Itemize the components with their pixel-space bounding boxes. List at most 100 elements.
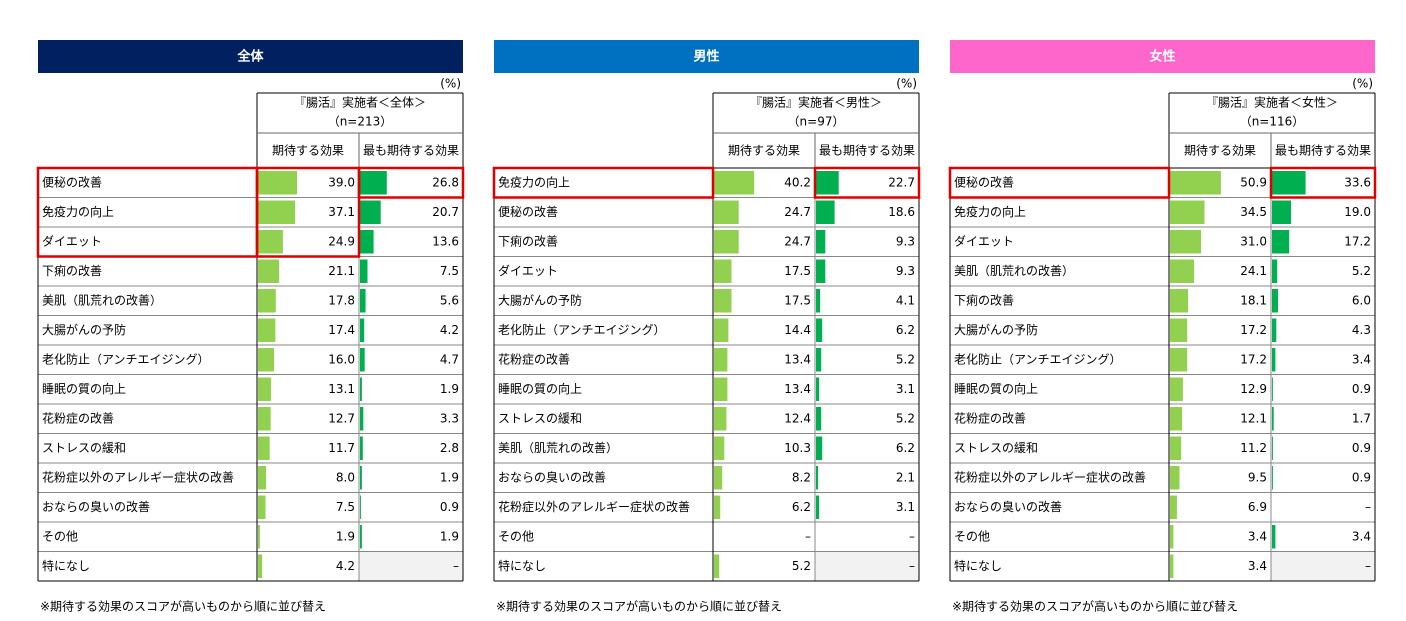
value-label: 4.2: [336, 559, 355, 573]
value-label: 8.2: [792, 470, 811, 484]
value-label: 5.2: [896, 411, 915, 425]
footnote: ※期待する効果のスコアが高いものから順に並び替え: [40, 599, 326, 614]
value-label: 7.5: [440, 264, 459, 278]
value-label: 5.6: [440, 293, 459, 307]
bar: [1170, 407, 1183, 431]
value-label: 9.3: [896, 264, 915, 278]
row-label: 免疫力の向上: [42, 204, 114, 219]
value-label: 19.0: [1344, 205, 1371, 219]
empty-cell: [359, 551, 463, 581]
header-text: （n=213）: [328, 115, 393, 129]
value-label: 0.9: [1352, 441, 1371, 455]
value-label: 6.2: [792, 500, 811, 514]
row-label: 花粉症以外のアレルギー症状の改善: [498, 499, 690, 514]
row-label: 美肌（肌荒れの改善）: [42, 292, 162, 307]
value-label: 0.9: [440, 500, 459, 514]
value-label: –: [1365, 559, 1371, 573]
value-label: 31.0: [1240, 234, 1267, 248]
row-label: 免疫力の向上: [954, 204, 1026, 219]
value-label: 3.4: [1248, 529, 1267, 543]
unit-label: (%): [896, 77, 917, 91]
header-text: 『腸活』実施者＜全体＞: [294, 95, 426, 110]
value-label: –: [805, 529, 811, 543]
bar: [258, 466, 266, 490]
column-header: 最も期待する効果: [1275, 143, 1371, 158]
row-label: 特になし: [498, 558, 546, 573]
value-label: 12.9: [1240, 382, 1267, 396]
value-label: 39.0: [328, 175, 355, 189]
row-label: 睡眠の質の向上: [498, 381, 582, 396]
value-label: 5.2: [896, 352, 915, 366]
bar: [1170, 348, 1188, 372]
row-label: 睡眠の質の向上: [954, 381, 1038, 396]
value-label: 9.3: [896, 234, 915, 248]
value-label: 8.0: [336, 470, 355, 484]
row-label: おならの臭いの改善: [954, 499, 1062, 514]
value-label: 17.8: [328, 293, 355, 307]
value-label: 12.1: [1240, 411, 1267, 425]
value-label: 5.2: [792, 559, 811, 573]
bar: [714, 259, 732, 283]
row-label: その他: [954, 529, 990, 543]
panel-title: 男性: [693, 49, 719, 65]
title-bar: [494, 40, 919, 73]
row-label: 老化防止（アンチエイジング）: [42, 351, 210, 366]
row-label: その他: [498, 529, 534, 543]
value-label: 17.5: [784, 293, 811, 307]
bar: [816, 289, 821, 313]
bar: [258, 171, 297, 195]
bar: [1170, 200, 1205, 224]
value-label: 13.4: [784, 382, 811, 396]
header-text: （n=97）: [788, 115, 845, 129]
row-label: 老化防止（アンチエイジング）: [954, 351, 1122, 366]
value-label: 50.9: [1240, 175, 1267, 189]
bar: [816, 200, 835, 224]
bar: [1272, 259, 1278, 283]
bar: [1272, 230, 1290, 254]
bar: [714, 436, 725, 460]
bar: [816, 436, 823, 460]
row-label: 下痢の改善: [498, 233, 558, 248]
value-label: 0.9: [1352, 382, 1371, 396]
footnote: ※期待する効果のスコアが高いものから順に並び替え: [952, 599, 1238, 614]
bar: [1272, 436, 1273, 460]
value-label: 16.0: [328, 352, 355, 366]
empty-cell: [815, 551, 919, 581]
bar: [1272, 200, 1291, 224]
value-label: 10.3: [784, 441, 811, 455]
row-label: 美肌（肌荒れの改善）: [498, 440, 618, 455]
bar: [258, 436, 270, 460]
row-label: 便秘の改善: [42, 174, 102, 189]
highlight-box: [255, 166, 361, 258]
bar: [714, 466, 723, 490]
value-label: 0.9: [1352, 470, 1371, 484]
row-label: その他: [42, 529, 78, 543]
row-label: 大腸がんの予防: [954, 322, 1038, 337]
value-label: 18.6: [888, 205, 915, 219]
bar: [1170, 259, 1195, 283]
row-label: ストレスの緩和: [954, 441, 1038, 455]
value-label: –: [909, 559, 915, 573]
bar: [360, 230, 374, 254]
value-label: 4.7: [440, 352, 459, 366]
value-label: 13.4: [784, 352, 811, 366]
bar: [258, 289, 276, 313]
value-label: 24.7: [784, 205, 811, 219]
row-label: 花粉症の改善: [42, 410, 114, 425]
bar: [714, 230, 739, 254]
unit-label: (%): [1352, 77, 1373, 91]
row-label: 花粉症の改善: [498, 351, 570, 366]
bar: [360, 259, 368, 283]
bar: [360, 466, 362, 490]
value-label: 17.2: [1344, 234, 1371, 248]
row-label: ダイエット: [42, 233, 102, 248]
value-label: 22.7: [888, 175, 915, 189]
value-label: 13.6: [432, 234, 459, 248]
bar: [258, 318, 276, 342]
value-label: 24.1: [1240, 264, 1267, 278]
bar: [1170, 171, 1221, 195]
row-label: 花粉症の改善: [954, 410, 1026, 425]
bar: [1170, 466, 1180, 490]
value-label: 14.4: [784, 323, 811, 337]
